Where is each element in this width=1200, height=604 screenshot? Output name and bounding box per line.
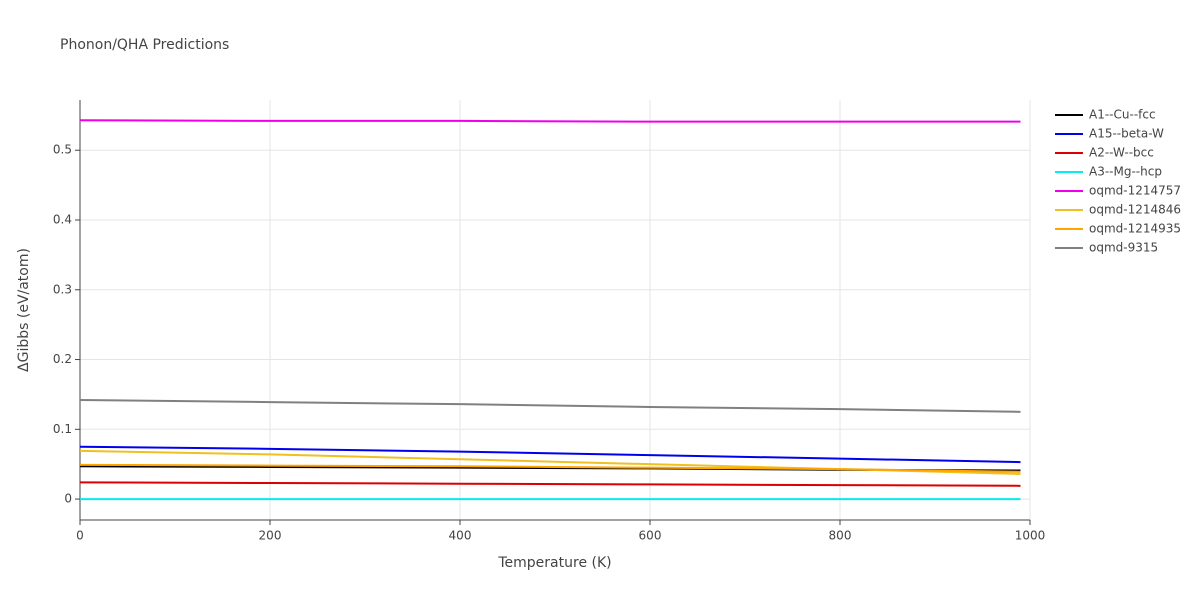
x-tick-label: 200	[259, 529, 282, 543]
x-axis-label: Temperature (K)	[497, 555, 611, 571]
chart-title: Phonon/QHA Predictions	[60, 37, 229, 53]
y-tick-label: 0.4	[53, 213, 72, 227]
series-line	[79, 481, 1021, 487]
legend-label: oqmd-1214935	[1089, 222, 1181, 236]
legend-label: oqmd-1214757	[1089, 184, 1181, 198]
series-line	[79, 119, 1021, 123]
x-tick-label: 600	[639, 529, 662, 543]
y-tick-label: 0.1	[53, 422, 72, 436]
y-tick-label: 0.5	[53, 143, 72, 157]
y-tick-label: 0.3	[53, 282, 72, 296]
legend-label: A15--beta-W	[1089, 127, 1164, 141]
legend-label: oqmd-1214846	[1089, 203, 1181, 217]
y-axis-label: ΔGibbs (eV/atom)	[16, 248, 32, 372]
y-tick-label: 0.2	[53, 352, 72, 366]
legend-label: A1--Cu--fcc	[1089, 108, 1156, 122]
x-tick-label: 800	[829, 529, 852, 543]
x-tick-label: 1000	[1015, 529, 1046, 543]
series-line	[79, 399, 1021, 413]
legend-label: A2--W--bcc	[1089, 146, 1154, 160]
legend-label: oqmd-9315	[1089, 241, 1158, 255]
x-tick-label: 0	[76, 529, 84, 543]
series-line	[79, 445, 1021, 464]
series-line	[79, 463, 1021, 473]
legend-label: A3--Mg--hcp	[1089, 165, 1162, 179]
y-tick-label: 0	[64, 492, 72, 506]
x-tick-label: 400	[449, 529, 472, 543]
